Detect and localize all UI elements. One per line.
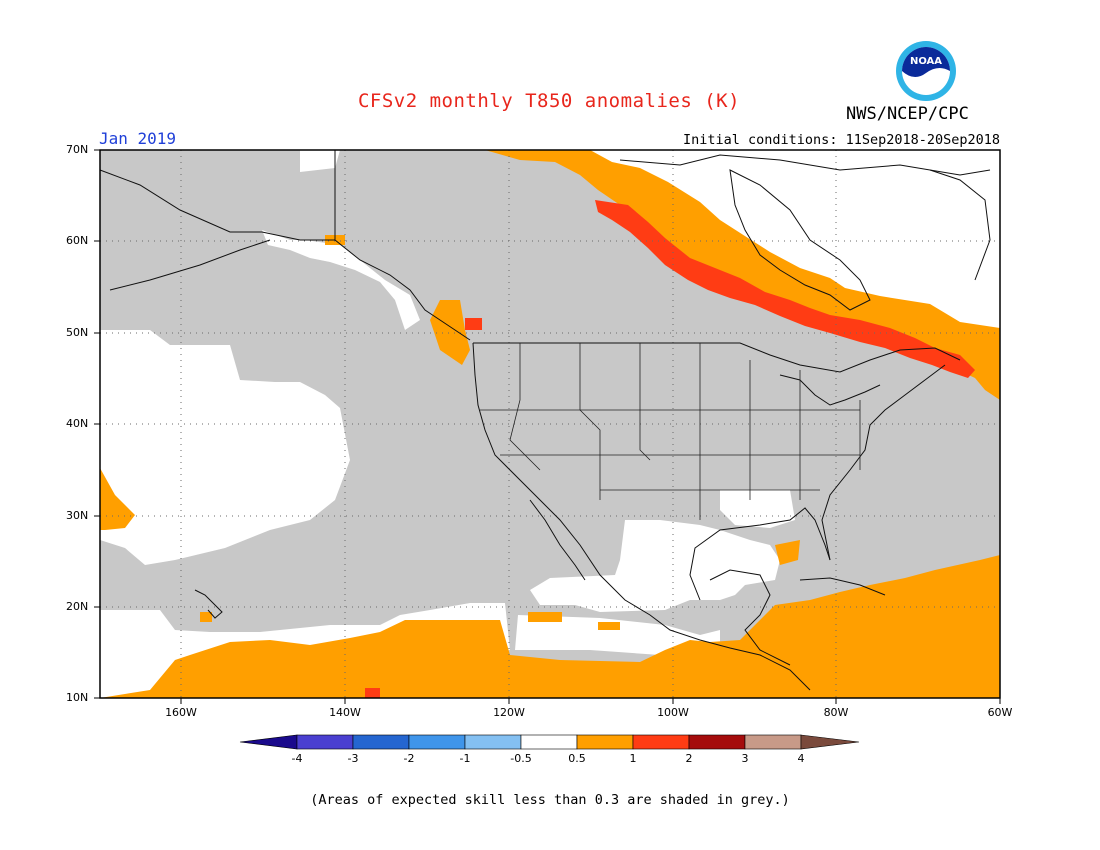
graticule bbox=[100, 150, 1000, 698]
gulf-coast bbox=[689, 507, 831, 601]
lat-label-10n: 10N bbox=[66, 691, 89, 704]
central-pacific-white bbox=[515, 615, 720, 655]
hawaii bbox=[194, 589, 223, 619]
lat-label-70n: 70N bbox=[66, 143, 89, 156]
colorbar-bin bbox=[520, 734, 578, 750]
colorbar-bin bbox=[408, 734, 466, 750]
colorbar-bin bbox=[464, 734, 522, 750]
agency-label: NWS/NCEP/CPC bbox=[846, 104, 969, 124]
alaska-south-orange bbox=[430, 300, 470, 365]
coastlines-borders bbox=[99, 150, 991, 691]
caribbean-small-orange bbox=[775, 540, 800, 565]
lat-label-40n: 40N bbox=[66, 417, 89, 430]
colorbar-arrow-left bbox=[239, 734, 298, 750]
central-america-orange bbox=[598, 622, 620, 630]
arctic-white-region bbox=[590, 150, 1000, 330]
forecast-period: Jan 2019 bbox=[99, 129, 177, 148]
noaa-logo-text: NOAA bbox=[910, 56, 942, 67]
us-canada-border bbox=[473, 342, 961, 373]
map-title: CFSv2 monthly T850 anomalies (K) bbox=[357, 90, 741, 112]
colorbar-arrow-right bbox=[800, 734, 860, 750]
mexico-coast-orange bbox=[528, 612, 562, 622]
alaska-west bbox=[109, 239, 271, 291]
lat-label-20n: 20N bbox=[66, 600, 89, 613]
cuba bbox=[799, 577, 886, 596]
colorbar-label: -4 bbox=[291, 752, 303, 765]
colorbar-bin bbox=[576, 734, 634, 750]
yucatan bbox=[709, 569, 791, 666]
colorbar-bin bbox=[352, 734, 410, 750]
axis-ticks bbox=[94, 149, 1001, 704]
colorbar-label: -0.5 bbox=[510, 752, 532, 765]
lon-label-100w: 100W bbox=[657, 706, 689, 719]
colorbar-label: 3 bbox=[741, 752, 749, 765]
lat-label-60n: 60N bbox=[66, 234, 89, 247]
lat-label-50n: 50N bbox=[66, 326, 89, 339]
colorbar bbox=[239, 734, 860, 750]
bering-white bbox=[300, 150, 340, 172]
subtropical-pacific-orange bbox=[100, 468, 135, 530]
baja bbox=[529, 499, 586, 581]
se-us-white bbox=[720, 490, 795, 528]
east-coast bbox=[821, 364, 946, 561]
gulf-white-region bbox=[530, 520, 780, 612]
alaska-white bbox=[262, 230, 420, 330]
pacific-small-red bbox=[365, 688, 380, 698]
colorbar-bin bbox=[296, 734, 354, 750]
state-borders bbox=[480, 343, 861, 520]
colorbar-label: 4 bbox=[797, 752, 805, 765]
colorbar-bin bbox=[744, 734, 802, 750]
greenland-edge bbox=[929, 169, 991, 281]
lat-label-30n: 30N bbox=[66, 509, 89, 522]
colorbar-bin bbox=[632, 734, 690, 750]
hawaii-orange bbox=[200, 612, 212, 622]
pacific-white-region bbox=[100, 330, 350, 565]
lon-label-140w: 140W bbox=[329, 706, 361, 719]
lon-label-160w: 160W bbox=[165, 706, 197, 719]
skill-footnote: (Areas of expected skill less than 0.3 a… bbox=[310, 792, 790, 808]
hudson-bay bbox=[729, 169, 871, 311]
colorbar-label: -2 bbox=[403, 752, 415, 765]
lon-label-60w: 60W bbox=[987, 706, 1013, 719]
bc-coast-red bbox=[465, 318, 482, 330]
canada-orange-band bbox=[485, 150, 1000, 400]
west-coast bbox=[472, 342, 811, 691]
colorbar-label: 0.5 bbox=[568, 752, 586, 765]
noaa-logo-icon: NOAA bbox=[896, 41, 956, 101]
colorbar-label: 2 bbox=[685, 752, 693, 765]
colorbar-bin bbox=[688, 734, 746, 750]
lon-label-120w: 120W bbox=[493, 706, 525, 719]
arctic-islands bbox=[619, 154, 991, 176]
lon-label-80w: 80W bbox=[823, 706, 849, 719]
colorbar-label: -1 bbox=[459, 752, 471, 765]
initial-conditions: Initial conditions: 11Sep2018-20Sep2018 bbox=[683, 132, 1000, 148]
alaska bbox=[99, 169, 471, 341]
colorbar-label: 1 bbox=[629, 752, 637, 765]
colorbar-label: -3 bbox=[347, 752, 359, 765]
